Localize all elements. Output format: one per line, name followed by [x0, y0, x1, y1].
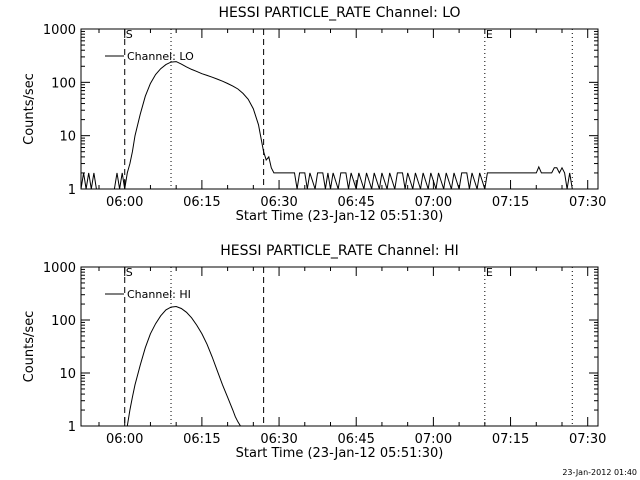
x-tick-label: 06:45: [337, 432, 374, 447]
y-tick-label: 1000: [43, 23, 76, 38]
x-tick-label: 07:15: [492, 195, 529, 210]
y-tick-label: 10: [59, 367, 76, 382]
x-tick-label: 07:00: [415, 195, 452, 210]
x-tick-label: 07:00: [415, 432, 452, 447]
time-marker-label: S: [126, 28, 133, 41]
x-tick-label: 07:30: [569, 195, 606, 210]
chart-title: HESSI PARTICLE_RATE Channel: LO: [218, 5, 460, 21]
y-axis-label: Counts/sec: [22, 311, 37, 383]
y-tick-label: 100: [51, 314, 76, 329]
x-tick-label: 06:30: [260, 432, 297, 447]
series-line: [81, 61, 573, 189]
time-marker-label: E: [486, 266, 493, 279]
time-marker-label: E: [486, 28, 493, 41]
plot-frame: [80, 266, 599, 427]
x-tick-label: 06:15: [183, 432, 220, 447]
x-tick-label: 06:00: [106, 195, 143, 210]
y-tick-label: 10: [59, 130, 76, 145]
legend-entry: Channel: LO: [127, 50, 194, 63]
x-axis-label: Start Time (23-Jan-12 05:51:30): [236, 209, 444, 224]
chart-panel-hi: HESSI PARTICLE_RATE Channel: HI 06:00 06:1…: [22, 243, 606, 461]
time-marker-label: S: [126, 266, 133, 279]
x-tick-label: 06:15: [183, 195, 220, 210]
chart-title: HESSI PARTICLE_RATE Channel: HI: [220, 243, 458, 259]
series-line: [126, 305, 241, 426]
y-tick-label: 1: [68, 183, 76, 198]
x-axis-label: Start Time (23-Jan-12 05:51:30): [236, 446, 444, 461]
y-tick-label: 1000: [43, 261, 76, 276]
y-axis-label: Counts/sec: [22, 73, 37, 145]
timestamp-footer: 23-Jan-2012 01:40: [562, 468, 637, 477]
x-tick-label: 06:30: [260, 195, 297, 210]
y-tick-label: 100: [51, 76, 76, 91]
y-tick-label: 1: [68, 420, 76, 435]
x-tick-label: 07:30: [569, 432, 606, 447]
x-tick-label: 06:45: [337, 195, 374, 210]
legend-entry: Channel: HI: [127, 288, 191, 301]
plot-frame: [80, 28, 599, 190]
x-tick-label: 06:00: [106, 432, 143, 447]
chart-panel-lo: HESSI PARTICLE_RATE Channel: LO 06:00 06:1…: [22, 5, 606, 224]
x-tick-label: 07:15: [492, 432, 529, 447]
